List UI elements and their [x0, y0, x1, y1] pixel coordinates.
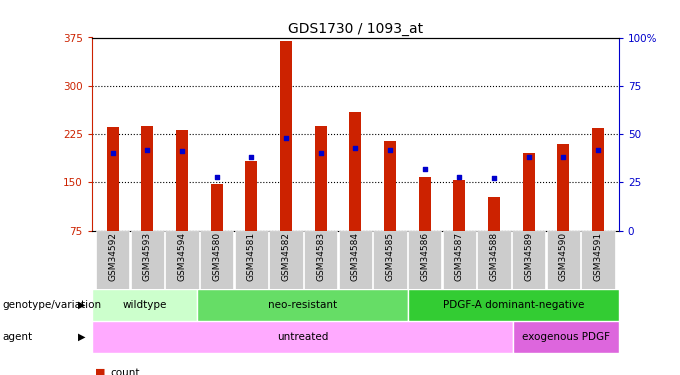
- Point: [142, 147, 153, 153]
- Bar: [350, 111, 361, 231]
- Bar: [280, 41, 292, 231]
- Text: GSM34592: GSM34592: [108, 232, 117, 281]
- Text: GSM34593: GSM34593: [143, 232, 152, 282]
- Bar: [384, 141, 396, 231]
- Bar: [477, 231, 511, 289]
- Bar: [513, 321, 619, 352]
- Bar: [315, 126, 326, 231]
- Bar: [408, 231, 441, 289]
- Text: GSM34586: GSM34586: [420, 232, 429, 282]
- Bar: [92, 321, 513, 352]
- Bar: [547, 231, 580, 289]
- Text: GSM34582: GSM34582: [282, 232, 290, 281]
- Point: [419, 166, 430, 172]
- Bar: [304, 231, 337, 289]
- Text: GSM34583: GSM34583: [316, 232, 325, 282]
- Bar: [107, 127, 119, 231]
- Text: GSM34589: GSM34589: [524, 232, 533, 282]
- Bar: [443, 231, 476, 289]
- Bar: [96, 231, 129, 289]
- Text: neo-resistant: neo-resistant: [268, 300, 337, 310]
- Bar: [92, 289, 197, 321]
- Bar: [165, 231, 199, 289]
- Bar: [373, 231, 407, 289]
- Text: GSM34584: GSM34584: [351, 232, 360, 281]
- Bar: [235, 231, 268, 289]
- Text: count: count: [111, 368, 140, 375]
- Point: [558, 154, 568, 160]
- Text: GSM34587: GSM34587: [455, 232, 464, 282]
- Point: [454, 174, 464, 180]
- Text: wildtype: wildtype: [122, 300, 167, 310]
- Bar: [141, 126, 154, 231]
- Point: [523, 154, 534, 160]
- Bar: [523, 153, 534, 231]
- Text: GSM34580: GSM34580: [212, 232, 221, 282]
- Point: [107, 150, 118, 156]
- Bar: [512, 231, 545, 289]
- Point: [488, 176, 499, 181]
- Text: exogenous PDGF: exogenous PDGF: [522, 332, 610, 342]
- Text: PDGF-A dominant-negative: PDGF-A dominant-negative: [443, 300, 584, 310]
- Bar: [269, 231, 303, 289]
- Bar: [488, 196, 500, 231]
- Bar: [592, 128, 604, 231]
- Text: GSM34591: GSM34591: [594, 232, 602, 282]
- Point: [384, 147, 395, 153]
- Bar: [419, 177, 430, 231]
- Text: GSM34581: GSM34581: [247, 232, 256, 282]
- Title: GDS1730 / 1093_at: GDS1730 / 1093_at: [288, 22, 423, 36]
- Bar: [557, 144, 569, 231]
- Point: [592, 147, 603, 153]
- Bar: [197, 289, 408, 321]
- Text: ▶: ▶: [78, 300, 85, 310]
- Bar: [211, 184, 222, 231]
- Bar: [245, 161, 257, 231]
- Text: GSM34588: GSM34588: [490, 232, 498, 282]
- Text: ■: ■: [95, 368, 105, 375]
- Bar: [339, 231, 372, 289]
- Text: GSM34594: GSM34594: [177, 232, 186, 281]
- Bar: [131, 231, 164, 289]
- Point: [316, 150, 326, 156]
- Text: ▶: ▶: [78, 332, 85, 342]
- Text: genotype/variation: genotype/variation: [3, 300, 102, 310]
- Bar: [176, 129, 188, 231]
- Point: [211, 174, 222, 180]
- Bar: [454, 180, 465, 231]
- Point: [281, 135, 292, 141]
- Point: [177, 148, 188, 154]
- Point: [350, 145, 360, 151]
- Text: agent: agent: [3, 332, 33, 342]
- Text: untreated: untreated: [277, 332, 328, 342]
- Bar: [408, 289, 619, 321]
- Text: GSM34590: GSM34590: [559, 232, 568, 282]
- Point: [246, 154, 257, 160]
- Bar: [200, 231, 233, 289]
- Text: GSM34585: GSM34585: [386, 232, 394, 282]
- Bar: [581, 231, 615, 289]
